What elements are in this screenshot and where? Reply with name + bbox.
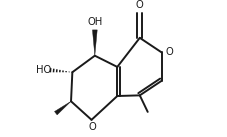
Text: OH: OH (87, 17, 102, 27)
Text: O: O (165, 47, 172, 57)
Text: O: O (135, 0, 143, 10)
Polygon shape (92, 30, 97, 56)
Text: O: O (88, 122, 95, 132)
Polygon shape (54, 101, 71, 115)
Text: HO: HO (35, 65, 51, 75)
